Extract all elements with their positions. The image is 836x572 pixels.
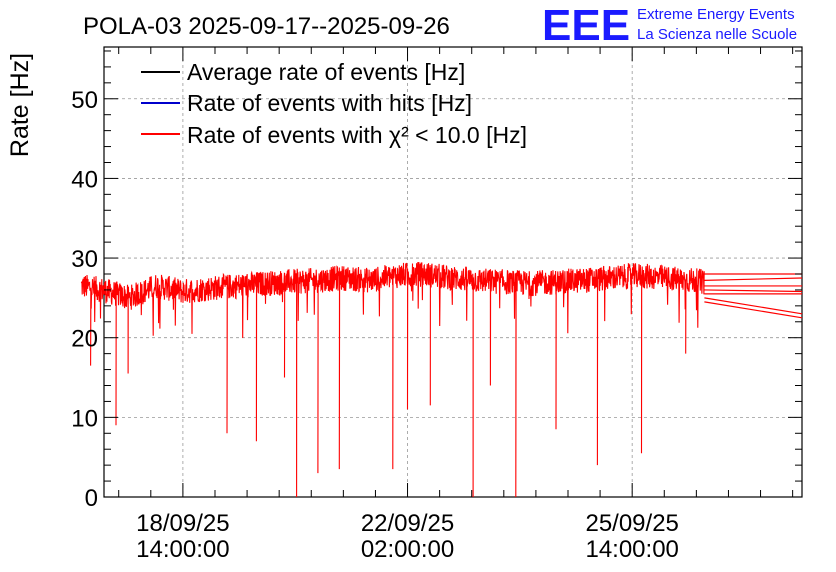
- logo-subtitle-2: La Scienza nelle Scuole: [637, 26, 797, 43]
- x-tick-label-time: 14:00:00: [585, 536, 678, 563]
- y-tick-label: 40: [71, 166, 98, 193]
- series-tail-line: [704, 297, 803, 315]
- y-tick-label: 10: [71, 405, 98, 432]
- series-layer: [80, 261, 803, 498]
- legend-label-hits: Rate of events with hits [Hz]: [187, 90, 472, 116]
- x-tick-label-time: 02:00:00: [361, 536, 454, 563]
- legend: Average rate of events [Hz] Rate of even…: [141, 59, 527, 148]
- x-tick-labels: 18/09/2514:00:0022/09/2502:00:0025/09/25…: [136, 510, 679, 563]
- y-tick-label: 50: [71, 87, 98, 114]
- eee-logo: EEE: [542, 1, 630, 50]
- series-tail-line: [704, 277, 803, 281]
- y-tick-label: 0: [85, 485, 98, 512]
- x-tick-label-date: 18/09/25: [136, 510, 229, 537]
- axis-ticks: [104, 47, 802, 498]
- y-tick-label: 20: [71, 326, 98, 353]
- legend-label-chi2: Rate of events with χ² < 10.0 [Hz]: [187, 122, 527, 148]
- y-tick-labels: 0 10 20 30 40 50: [71, 87, 98, 512]
- series-line-chi2: [80, 261, 705, 498]
- chart-title: POLA-03 2025-09-17--2025-09-26: [83, 13, 450, 40]
- series-tail-line: [704, 289, 803, 293]
- x-tick-label-date: 22/09/25: [361, 510, 454, 537]
- y-axis-label: Rate [Hz]: [6, 53, 34, 157]
- plot-frame: [103, 46, 803, 498]
- series-tail-line: [704, 301, 803, 319]
- x-tick-label-time: 14:00:00: [136, 536, 229, 563]
- y-tick-label: 30: [71, 246, 98, 273]
- x-tick-label-date: 25/09/25: [585, 510, 678, 537]
- legend-label-average: Average rate of events [Hz]: [187, 59, 465, 85]
- logo-subtitle-1: Extreme Energy Events: [637, 6, 795, 23]
